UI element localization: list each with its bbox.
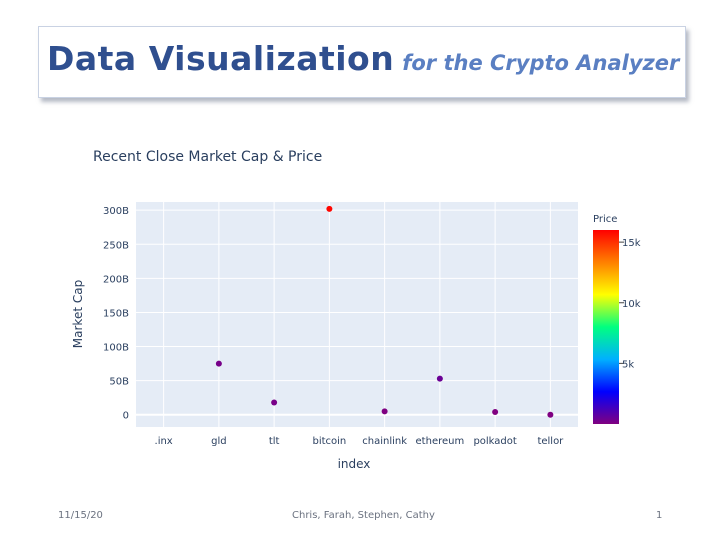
colorbar-tick-label: 5k [622,359,634,370]
y-tick-label: 200B [103,274,129,285]
slide-title-box: Data Visualization for the Crypto Analyze… [38,26,686,98]
data-point-tlt [271,399,278,406]
data-point-polkadot [492,409,499,415]
x-tick-label-ethereum: ethereum [416,436,465,447]
y-tick-label: 300B [103,206,129,217]
chart-title: Recent Close Market Cap & Price [93,149,322,165]
x-tick-label-bitcoin: bitcoin [312,436,346,447]
plot-area [136,202,578,427]
grid-lines [136,202,578,427]
x-tick-label-inx: .inx [155,436,173,447]
x-tick-label-chainlink: chainlink [362,436,407,447]
slide-title-sub: for the Crypto Analyzer [402,51,680,75]
y-tick-label: 150B [103,308,129,319]
y-tick-label: 100B [103,343,129,354]
page-number: 1 [656,510,663,521]
y-axis-label: Market Cap [71,280,85,348]
data-point-bitcoin [326,205,333,212]
data-point-ethereum [436,375,443,382]
data-point-gld [215,360,222,367]
x-axis-label: index [338,457,371,471]
y-tick-label: 50B [109,377,129,388]
x-tick-label-gld: gld [211,436,226,447]
colorbar-tick-label: 10k [622,299,641,310]
data-point-tellor [547,411,554,418]
x-tick-label-tellor: tellor [537,436,564,447]
y-tick-labels: 0 50B 100B 150B 200B 250B 300B [103,206,129,422]
data-points [215,205,554,418]
x-tick-label-tlt: tlt [269,436,280,447]
slide-title: Data Visualization for the Crypto Analyze… [47,39,679,78]
footer-authors: Chris, Farah, Stephen, Cathy [292,510,435,521]
y-tick-label: 0 [123,411,129,422]
colorbar [593,230,619,424]
slide-title-main: Data Visualization [47,39,395,78]
colorbar-ticks: 5k 10k 15k [619,238,641,370]
colorbar-tick-label: 15k [622,238,641,249]
x-tick-label-polkadot: polkadot [473,436,516,447]
data-point-chainlink [381,408,388,415]
y-tick-label: 250B [103,240,129,251]
colorbar-title: Price [593,214,617,225]
x-tick-labels: .inx gld tlt bitcoin chainlink ethereum polkad… [155,436,565,447]
footer-date: 11/15/20 [58,510,103,521]
